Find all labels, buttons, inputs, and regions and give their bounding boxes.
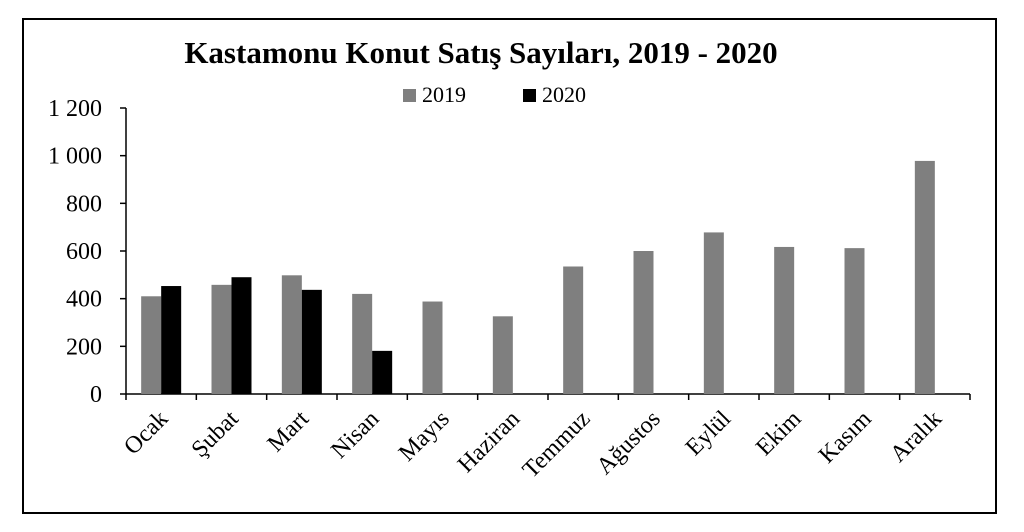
bar-2019-haziran [492,316,513,394]
x-tick-label: Nisan [326,406,384,464]
x-tick-label: Eylül [681,406,736,461]
bar-2019-mart [281,275,302,394]
bar-2019-ekim [774,246,795,394]
bar-2019-aralık [914,160,935,394]
bar-2019-eylül [703,232,724,394]
legend-label-2020: 2020 [542,82,586,107]
y-tick-label: 400 [66,287,102,313]
x-tick-label: Mart [263,406,315,458]
legend: 2019 2020 [403,82,586,107]
chart-frame [22,18,997,514]
y-tick-label: 600 [66,239,102,265]
x-tick-label: Ocak [119,406,173,460]
bar-2019-ağustos [633,251,654,394]
y-tick-label: 1 200 [48,96,102,122]
bar-2019-şubat [211,284,232,394]
bar-2020-ocak [161,286,182,394]
x-tick-label: Aralık [885,406,947,468]
bar-2019-kasım [844,248,865,394]
x-tick-label: Haziran [453,406,525,478]
x-tick-label: Mayıs [394,406,455,467]
y-tick-label: 1 000 [48,144,102,170]
legend-label-2019: 2019 [422,82,466,107]
legend-swatch-2019 [403,89,416,102]
plot-area: 0 200 400 600 800 1 000 1 200 Ocak Şubat Mart Nisa… [48,96,971,484]
legend-swatch-2020 [523,89,536,102]
bar-2019-ocak [141,296,162,394]
bar-2020-mart [301,289,322,394]
y-tick-label: 0 [90,382,102,408]
chart-title: Kastamonu Konut Satış Sayıları, 2019 - 2… [184,35,777,70]
x-tick-label: Şubat [187,406,244,463]
bar-2020-nisan [372,350,393,394]
bar-2019-nisan [352,293,373,394]
x-tick-label: Temmuz [518,406,596,484]
bar-2019-temmuz [563,266,584,394]
bar-2019-mayıs [422,301,443,394]
x-tick-label: Kasım [814,406,877,469]
x-tick-label: Ekim [751,406,806,461]
y-tick-label: 200 [66,334,102,360]
x-tick-label: Ağustos [592,406,666,480]
bar-2020-şubat [231,277,252,394]
y-tick-label: 800 [66,191,102,217]
